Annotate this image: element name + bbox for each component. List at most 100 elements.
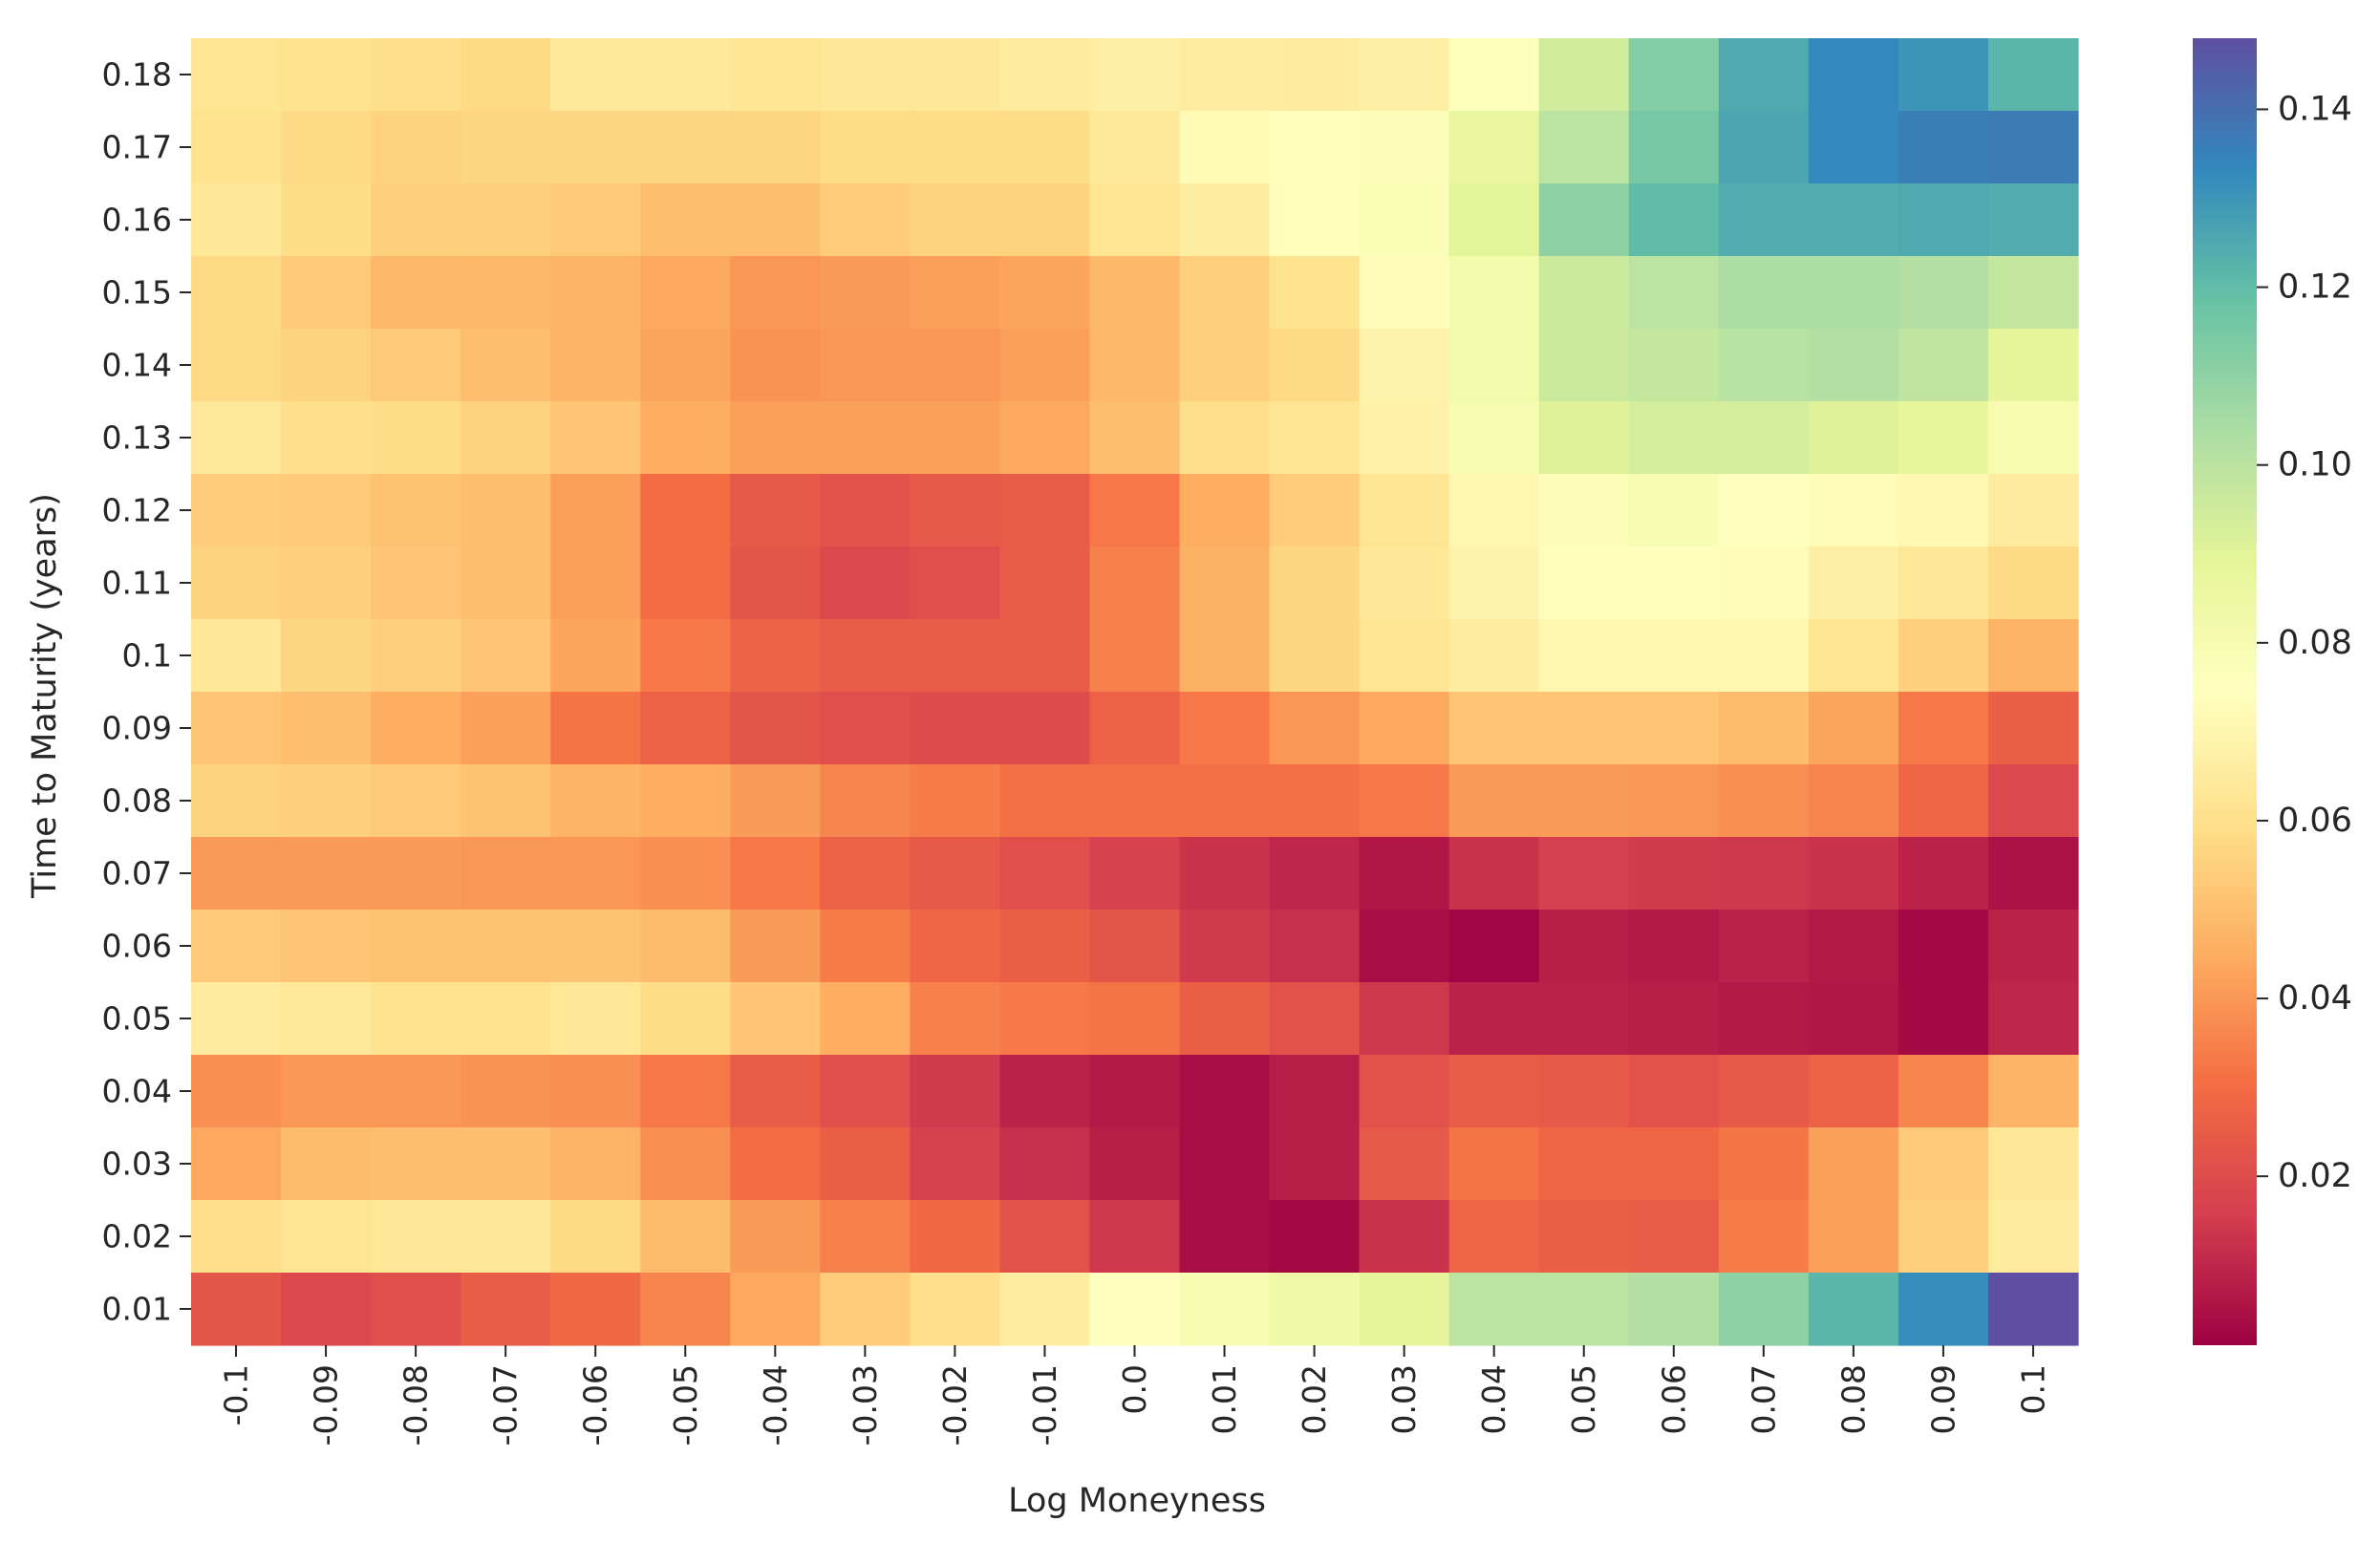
heatmap-cell bbox=[1089, 619, 1181, 693]
heatmap-cell bbox=[371, 111, 461, 184]
heatmap-cell bbox=[640, 111, 731, 184]
heatmap-cell bbox=[191, 256, 282, 330]
heatmap-cell bbox=[1179, 764, 1271, 838]
heatmap-cell bbox=[1269, 910, 1361, 983]
y-tick-label: 0.15 bbox=[102, 274, 172, 311]
colorbar: 0.02 0.04 0.06 0.08 0.10 0.12 0.14 bbox=[2193, 38, 2352, 1345]
heatmap-cell bbox=[640, 474, 731, 547]
y-tick-label: 0.01 bbox=[102, 1291, 172, 1328]
heatmap-cell bbox=[1269, 183, 1361, 257]
heatmap-cell bbox=[461, 111, 551, 184]
heatmap-cell bbox=[1987, 256, 2079, 330]
x-tick-label: 0.04 bbox=[1475, 1364, 1512, 1434]
heatmap-cell bbox=[550, 764, 641, 838]
heatmap-cell bbox=[1269, 1127, 1361, 1201]
heatmap-cell bbox=[1898, 474, 1989, 547]
heatmap-cell bbox=[281, 1200, 372, 1274]
heatmap-cell bbox=[1089, 764, 1181, 838]
heatmap-cell bbox=[550, 1273, 641, 1346]
heatmap-cell bbox=[640, 837, 731, 911]
heatmap-cell bbox=[1628, 692, 1720, 765]
heatmap-cell bbox=[1448, 183, 1540, 257]
heatmap-cell bbox=[281, 982, 372, 1056]
heatmap-cell bbox=[1179, 474, 1271, 547]
heatmap-cell bbox=[910, 38, 1001, 112]
heatmap-cell bbox=[1628, 546, 1720, 620]
heatmap-cell bbox=[640, 1200, 731, 1274]
x-tick-label: 0.09 bbox=[1924, 1364, 1962, 1434]
heatmap-cell bbox=[910, 837, 1001, 911]
heatmap-cell bbox=[1179, 546, 1271, 620]
heatmap-cell bbox=[1089, 329, 1181, 402]
heatmap-cell bbox=[1538, 183, 1630, 257]
heatmap-cell bbox=[820, 1055, 911, 1128]
heatmap-cell bbox=[371, 546, 461, 620]
heatmap-cell bbox=[371, 401, 461, 475]
y-tick-label: 0.18 bbox=[102, 56, 172, 94]
heatmap-cell bbox=[910, 764, 1001, 838]
heatmap-cell bbox=[1089, 474, 1181, 547]
heatmap-cell bbox=[1718, 619, 1810, 693]
heatmap-cell bbox=[999, 38, 1091, 112]
heatmap-cell bbox=[820, 764, 911, 838]
heatmap-cell bbox=[999, 546, 1091, 620]
heatmap-cell bbox=[191, 329, 282, 402]
heatmap-cell bbox=[730, 111, 821, 184]
heatmap-cell bbox=[1718, 111, 1810, 184]
heatmap-cell bbox=[1269, 1200, 1361, 1274]
heatmap-cell bbox=[1359, 982, 1450, 1056]
heatmap-cell bbox=[1898, 183, 1989, 257]
heatmap-cell bbox=[371, 474, 461, 547]
heatmap-cell bbox=[1448, 837, 1540, 911]
heatmap-cell bbox=[1808, 1200, 1899, 1274]
heatmap-cell bbox=[1538, 910, 1630, 983]
heatmap-cell bbox=[910, 546, 1001, 620]
heatmap-cell bbox=[999, 910, 1091, 983]
heatmap-cell bbox=[910, 910, 1001, 983]
heatmap-cell bbox=[730, 1055, 821, 1128]
heatmap-cell bbox=[550, 692, 641, 765]
heatmap-cell bbox=[910, 1055, 1001, 1128]
heatmap-cell bbox=[1898, 910, 1989, 983]
heatmap-cell bbox=[1089, 546, 1181, 620]
heatmap-cell bbox=[1179, 619, 1271, 693]
heatmap-cell bbox=[910, 692, 1001, 765]
heatmap-cell bbox=[281, 619, 372, 693]
heatmap-cell bbox=[1987, 1273, 2079, 1346]
heatmap-cell bbox=[1179, 837, 1271, 911]
heatmap-cell bbox=[1808, 256, 1899, 330]
heatmap-cell bbox=[1179, 692, 1271, 765]
heatmap-cell bbox=[1179, 256, 1271, 330]
colorbar-tick-label: 0.14 bbox=[2278, 90, 2352, 128]
heatmap-cell bbox=[1448, 329, 1540, 402]
heatmap-cell bbox=[1089, 692, 1181, 765]
heatmap-cell bbox=[1269, 1055, 1361, 1128]
heatmap-cell bbox=[1987, 619, 2079, 693]
heatmap-cell bbox=[1089, 910, 1181, 983]
y-tick-label: 0.08 bbox=[102, 782, 172, 820]
heatmap-cell bbox=[640, 1127, 731, 1201]
heatmap-cell bbox=[1269, 546, 1361, 620]
heatmap-cell bbox=[1808, 474, 1899, 547]
heatmap-cell bbox=[999, 619, 1091, 693]
x-tick-label: -0.1 bbox=[218, 1364, 255, 1425]
heatmap-cell bbox=[371, 329, 461, 402]
x-tick-label: 0.05 bbox=[1565, 1364, 1602, 1434]
heatmap-cell bbox=[1448, 692, 1540, 765]
heatmap-cell bbox=[1898, 1127, 1989, 1201]
heatmap-cell bbox=[730, 837, 821, 911]
heatmap-cell bbox=[461, 401, 551, 475]
heatmap-cell bbox=[1808, 619, 1899, 693]
x-tick-label: 0.08 bbox=[1834, 1364, 1872, 1434]
heatmap-cell bbox=[1269, 111, 1361, 184]
heatmap-cell bbox=[730, 474, 821, 547]
y-tick-label: 0.16 bbox=[102, 202, 172, 239]
heatmap-cell bbox=[730, 38, 821, 112]
heatmap-cell bbox=[371, 910, 461, 983]
heatmap-cell bbox=[1089, 1055, 1181, 1128]
heatmap-cell bbox=[371, 692, 461, 765]
heatmap-cell bbox=[1179, 183, 1271, 257]
heatmap-cell bbox=[1898, 256, 1989, 330]
heatmap-cell bbox=[191, 401, 282, 475]
